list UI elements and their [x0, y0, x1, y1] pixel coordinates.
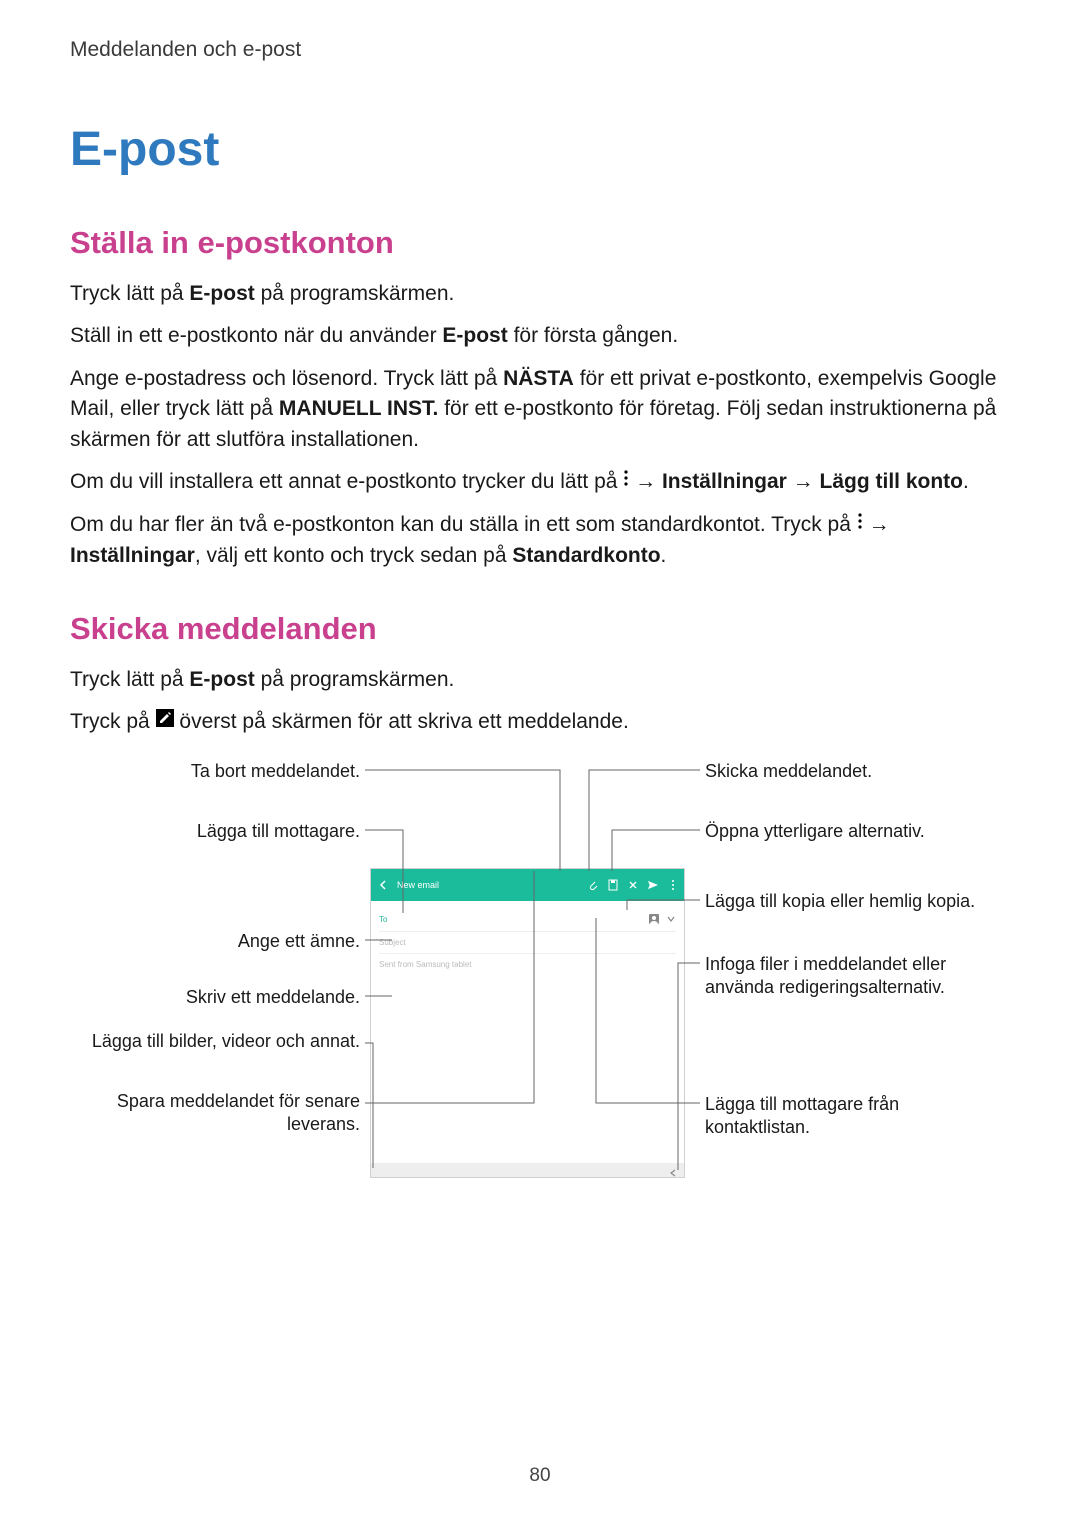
text: överst på skärmen för att skriva ett med…: [174, 710, 629, 733]
phone-mock: New email To Subject Sent f: [370, 868, 685, 1178]
para: Tryck lätt på E-post på programskärmen.: [70, 665, 1010, 695]
text: Ange e-postadress och lösenord. Tryck lä…: [70, 367, 503, 390]
section-heading-send: Skicka meddelanden: [70, 611, 1010, 647]
text: Om du vill installera ett annat e-postko…: [70, 470, 623, 493]
para: Ställ in ett e-postkonto när du använder…: [70, 321, 1010, 351]
bold-text: MANUELL INST.: [279, 397, 438, 420]
send-icon: [648, 879, 658, 891]
to-row: To: [379, 907, 676, 932]
callout-discard: Ta bort meddelandet.: [70, 760, 360, 783]
message-body: Sent from Samsung tablet: [379, 954, 676, 975]
more-options-icon: [623, 465, 629, 495]
text: Tryck lätt på: [70, 668, 189, 691]
bold-text: NÄSTA: [503, 367, 574, 390]
arrow-icon: →: [869, 513, 890, 536]
to-label: To: [379, 915, 642, 924]
callout-save: Spara meddelandet för senare leverans.: [70, 1090, 360, 1135]
phone-body: To Subject Sent from Samsung tablet: [371, 901, 684, 981]
callout-more: Öppna ytterligare alternativ.: [705, 820, 1005, 843]
compose-icon: [156, 706, 174, 736]
para: Om du har fler än två e-postkonton kan d…: [70, 510, 1010, 571]
callout-cc-bcc: Lägga till kopia eller hemlig kopia.: [705, 890, 1005, 913]
para: Tryck på överst på skärmen för att skriv…: [70, 707, 1010, 738]
save-icon: [608, 879, 618, 891]
text: på programskärmen.: [255, 668, 455, 691]
header-icons: [588, 879, 678, 891]
text: .: [661, 544, 667, 567]
annotated-diagram: New email To Subject Sent f: [70, 758, 1010, 1208]
discard-icon: [628, 879, 638, 891]
phone-title: New email: [397, 880, 582, 890]
chevron-left-icon: [668, 1165, 678, 1175]
subject-row: Subject: [379, 932, 676, 954]
more-icon: [668, 879, 678, 891]
text: Tryck på: [70, 710, 156, 733]
bold-text: Inställningar: [70, 544, 195, 567]
callout-add-recip: Lägga till mottagare.: [70, 820, 360, 843]
back-icon: [377, 878, 391, 892]
text: Tryck lätt på: [70, 282, 189, 305]
text: Ställ in ett e-postkonto när du använder: [70, 324, 442, 347]
bold-text: E-post: [189, 282, 254, 305]
attach-icon: [588, 879, 598, 891]
bold-text: Standardkonto: [512, 544, 660, 567]
callout-insert-file: Infoga filer i meddelandet eller använda…: [705, 953, 1005, 998]
arrow-icon: →: [793, 470, 814, 493]
bold-text: Lägg till konto: [820, 470, 963, 493]
text: på programskärmen.: [255, 282, 455, 305]
contacts-icon: [648, 913, 660, 925]
callout-write: Skriv ett meddelande.: [70, 986, 360, 1009]
phone-header: New email: [371, 869, 684, 901]
para: Tryck lätt på E-post på programskärmen.: [70, 279, 1010, 309]
bold-text: E-post: [189, 668, 254, 691]
subject-placeholder: Subject: [379, 938, 406, 947]
text: för första gången.: [508, 324, 678, 347]
bottom-shelf: [371, 1163, 684, 1177]
text: , välj ett konto och tryck sedan på: [195, 544, 513, 567]
callout-send: Skicka meddelandet.: [705, 760, 1005, 783]
page-title: E-post: [70, 122, 1010, 177]
callout-contacts: Lägga till mottagare från kontaktlistan.: [705, 1093, 1005, 1138]
section-heading-setup: Ställa in e-postkonton: [70, 225, 1010, 261]
para: Ange e-postadress och lösenord. Tryck lä…: [70, 364, 1010, 455]
callout-add-media: Lägga till bilder, videor och annat.: [70, 1030, 360, 1053]
bold-text: E-post: [442, 324, 507, 347]
text: .: [963, 470, 969, 493]
text: Om du har fler än två e-postkonton kan d…: [70, 513, 857, 536]
breadcrumb: Meddelanden och e-post: [70, 38, 1010, 62]
callout-subject: Ange ett ämne.: [70, 930, 360, 953]
chevron-down-icon: [666, 914, 676, 924]
bold-text: Inställningar: [662, 470, 787, 493]
arrow-icon: →: [635, 470, 656, 493]
page-number: 80: [0, 1465, 1080, 1487]
para: Om du vill installera ett annat e-postko…: [70, 467, 1010, 498]
more-options-icon: [857, 508, 863, 538]
